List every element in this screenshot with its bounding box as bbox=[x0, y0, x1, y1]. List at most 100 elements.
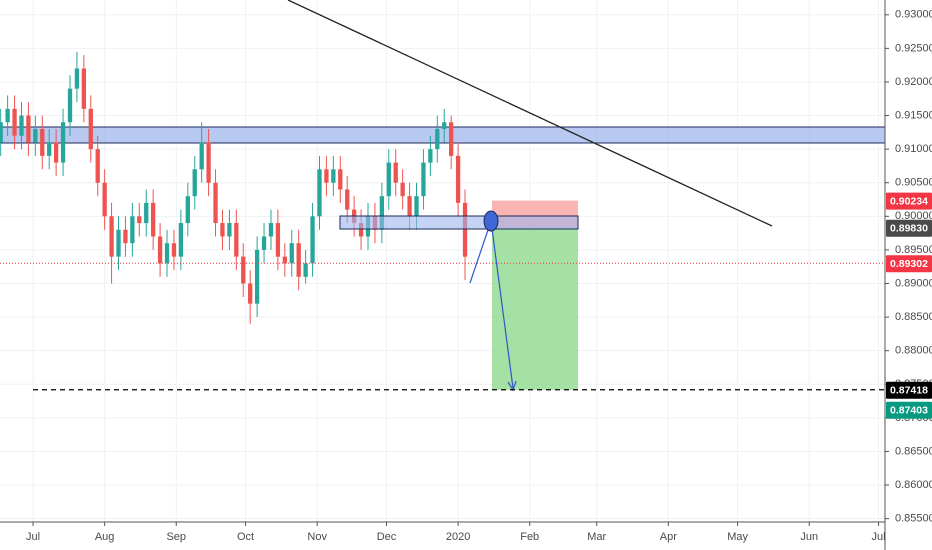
candle-body bbox=[171, 243, 177, 257]
candle-body bbox=[144, 202, 149, 224]
candle-body bbox=[227, 223, 232, 237]
candle-body bbox=[192, 169, 197, 197]
candle-body bbox=[137, 216, 142, 224]
y-tick-label: 0.88000 bbox=[895, 345, 932, 357]
candle-body bbox=[254, 249, 260, 304]
candle-body bbox=[331, 169, 336, 183]
candle-body bbox=[123, 229, 128, 244]
y-tick-label: 0.91000 bbox=[895, 143, 932, 155]
x-tick-label: Mar bbox=[587, 531, 606, 543]
candle-body bbox=[0, 122, 3, 143]
candle-body bbox=[268, 223, 274, 237]
y-tick-label: 0.89000 bbox=[895, 277, 932, 289]
candle-body bbox=[275, 223, 281, 257]
candle-body bbox=[435, 128, 440, 150]
x-tick-label: Jul bbox=[872, 531, 886, 543]
price-label-box bbox=[886, 192, 932, 210]
candle-body bbox=[234, 223, 239, 257]
x-tick-label: Jul bbox=[26, 531, 40, 543]
candle-body bbox=[324, 169, 329, 183]
y-tick-label: 0.89500 bbox=[895, 244, 932, 256]
candle-body bbox=[428, 149, 433, 163]
x-tick-label: Nov bbox=[307, 531, 327, 543]
y-tick-label: 0.86500 bbox=[895, 445, 932, 457]
candle-body bbox=[130, 216, 135, 244]
candle-body bbox=[338, 169, 343, 190]
drawings bbox=[0, 126, 886, 144]
x-tick-label: Aug bbox=[95, 531, 115, 543]
candle-body bbox=[95, 149, 100, 183]
candle-body bbox=[47, 142, 52, 156]
candle-body bbox=[220, 223, 225, 237]
candle-body bbox=[241, 256, 246, 284]
candle-body bbox=[81, 68, 87, 109]
price-label: 0.87403 bbox=[890, 405, 928, 417]
drawings-top bbox=[287, 0, 773, 392]
candle-body bbox=[248, 283, 253, 304]
candle-body bbox=[157, 236, 163, 264]
y-tick-label: 0.90000 bbox=[895, 210, 932, 222]
candle-body bbox=[102, 182, 107, 217]
candles bbox=[0, 51, 468, 324]
price-label-box bbox=[886, 381, 932, 399]
target-zone bbox=[492, 227, 578, 390]
candle-body bbox=[26, 115, 31, 143]
price-label: 0.90234 bbox=[890, 195, 928, 207]
candle-body bbox=[442, 122, 447, 129]
candle-body bbox=[74, 68, 80, 89]
x-tick-label: Sep bbox=[166, 531, 186, 543]
candle-body bbox=[358, 223, 364, 237]
candle-body bbox=[178, 223, 184, 257]
candle-body bbox=[19, 115, 24, 136]
candle-body bbox=[151, 202, 156, 237]
candle-body bbox=[206, 142, 211, 183]
candle-body bbox=[12, 108, 17, 136]
candle-body bbox=[67, 88, 73, 123]
y-tick-label: 0.86000 bbox=[895, 479, 932, 491]
candle-body bbox=[185, 196, 190, 224]
candle-body bbox=[386, 162, 391, 197]
candle-body bbox=[5, 108, 10, 123]
price-label: 0.89302 bbox=[890, 258, 928, 270]
y-tick-label: 0.85500 bbox=[895, 513, 932, 525]
candle-body bbox=[261, 236, 267, 250]
y-tick-label: 0.88500 bbox=[895, 311, 932, 323]
candle-body bbox=[310, 216, 315, 264]
x-tick-label: Apr bbox=[660, 531, 677, 543]
x-tick-label: Oct bbox=[237, 531, 254, 543]
candle-body bbox=[164, 243, 170, 264]
x-tick-label: May bbox=[727, 531, 748, 543]
y-tick-label: 0.92500 bbox=[895, 42, 932, 54]
candle-body bbox=[40, 128, 45, 156]
entry-marker bbox=[483, 210, 499, 232]
price-label-box bbox=[886, 219, 932, 237]
candle-body bbox=[282, 256, 287, 264]
candle-body bbox=[393, 162, 398, 183]
candle-body bbox=[379, 196, 385, 230]
position-box bbox=[492, 200, 578, 390]
path-line bbox=[490, 220, 514, 389]
candle-body bbox=[317, 169, 322, 217]
candle-body bbox=[414, 196, 419, 217]
x-tick-label: Dec bbox=[377, 531, 397, 543]
candle-body bbox=[213, 182, 218, 224]
candle-body bbox=[88, 108, 93, 150]
x-tick-label: 2020 bbox=[446, 531, 470, 543]
resistance-zone bbox=[0, 126, 886, 144]
y-tick-label: 0.91500 bbox=[895, 109, 932, 121]
candle-body bbox=[455, 155, 461, 203]
y-tick-label: 0.92000 bbox=[895, 76, 932, 88]
candle-body bbox=[33, 128, 38, 143]
candle-body bbox=[116, 229, 121, 257]
axes: 0.855000.860000.865000.870000.875000.880… bbox=[0, 9, 932, 543]
candle-body bbox=[407, 196, 412, 217]
candle-body bbox=[345, 189, 350, 210]
candle-body bbox=[60, 122, 66, 163]
price-label-box bbox=[886, 255, 932, 273]
candle-body bbox=[53, 142, 59, 163]
candle-body bbox=[109, 216, 114, 257]
candle-body bbox=[400, 182, 405, 197]
candle-body bbox=[296, 243, 301, 277]
price-label: 0.89830 bbox=[890, 223, 928, 235]
